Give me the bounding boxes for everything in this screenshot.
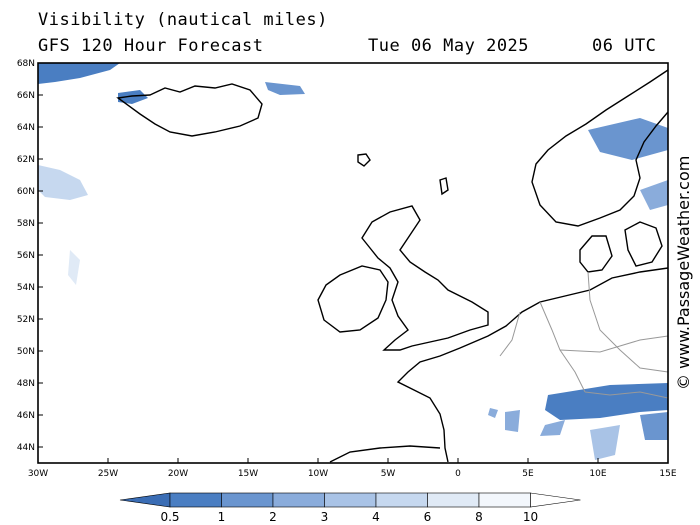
legend-label: 4 xyxy=(372,510,380,524)
legend-swatch xyxy=(427,492,480,508)
legend-colorbar: 0.5 1 2 3 4 6 8 10 xyxy=(119,492,581,524)
lat-tick-label: 68N xyxy=(17,59,35,69)
lat-tick-label: 62N xyxy=(17,155,35,165)
forecast-subtitle: GFS 120 Hour Forecast xyxy=(38,36,264,56)
lon-tick-label: 10E xyxy=(589,469,606,479)
legend-left-arrow xyxy=(119,492,171,508)
visibility-shading xyxy=(38,63,668,460)
legend-label: 10 xyxy=(523,510,538,524)
norway-coast xyxy=(531,69,669,227)
continental-coast xyxy=(396,267,669,463)
forecast-time: 06 UTC xyxy=(592,36,657,56)
legend-swatch xyxy=(324,492,377,508)
legend-right-arrow xyxy=(530,492,581,508)
lat-tick-label: 66N xyxy=(17,91,35,101)
lon-tick-label: 25W xyxy=(98,469,118,479)
legend-label: 2 xyxy=(269,510,277,524)
lat-tick-label: 46N xyxy=(17,411,35,421)
legend-label: 6 xyxy=(424,510,432,524)
ireland-coast xyxy=(317,265,389,333)
sweden-coast xyxy=(624,221,663,267)
lat-tick-label: 50N xyxy=(17,347,35,357)
map-border xyxy=(37,62,669,464)
shetland-islands xyxy=(439,177,449,196)
faroe-islands xyxy=(357,153,371,167)
lat-tick-label: 54N xyxy=(17,283,35,293)
iberia-coast xyxy=(329,445,441,463)
lat-tick-label: 60N xyxy=(17,187,35,197)
lat-tick-label: 52N xyxy=(17,315,35,325)
lon-tick-label: 15W xyxy=(238,469,258,479)
lon-tick-label: 10W xyxy=(308,469,328,479)
lon-tick-label: 5E xyxy=(522,469,534,479)
legend-swatch xyxy=(478,492,531,508)
coastlines xyxy=(116,69,669,463)
lat-tick-label: 58N xyxy=(17,219,35,229)
lon-tick-label: 20W xyxy=(168,469,188,479)
legend-label: 8 xyxy=(475,510,483,524)
lon-tick-label: 5W xyxy=(381,469,396,479)
legend-swatch xyxy=(272,492,325,508)
legend-label: 0.5 xyxy=(160,510,179,524)
iceland-coast xyxy=(116,83,263,137)
legend-label: 1 xyxy=(218,510,226,524)
map-title: Visibility (nautical miles) xyxy=(38,10,328,30)
legend-label: 3 xyxy=(321,510,329,524)
legend-swatch xyxy=(221,492,274,508)
lat-tick-label: 44N xyxy=(17,443,35,453)
forecast-date: Tue 06 May 2025 xyxy=(368,36,530,56)
lon-tick-label: 30W xyxy=(28,469,48,479)
map-frame: 44N 46N 48N 50N 52N 54N 56N 58N 60N 62N 64N 66N 68N 3… xyxy=(17,59,677,479)
legend-swatch xyxy=(169,492,222,508)
lon-tick-label: 0 xyxy=(455,469,461,479)
lat-tick-label: 56N xyxy=(17,251,35,261)
great-britain-coast xyxy=(361,205,489,351)
lon-tick-label: 15E xyxy=(659,469,676,479)
denmark-coast xyxy=(579,235,613,273)
country-borders xyxy=(499,271,669,399)
lat-tick-label: 64N xyxy=(17,123,35,133)
lat-tick-label: 48N xyxy=(17,379,35,389)
legend-swatch xyxy=(375,492,428,508)
